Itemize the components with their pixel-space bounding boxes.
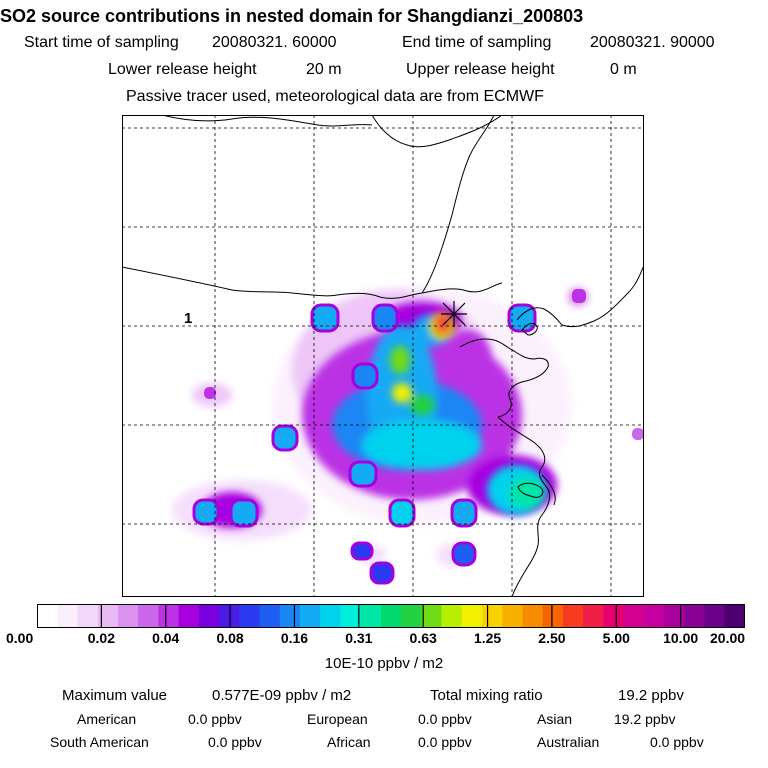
lower-release-label: Lower release height (108, 61, 257, 78)
total-mixing-label: Total mixing ratio (430, 687, 543, 704)
colorbar-tick-label: 10.00 (663, 630, 699, 646)
start-time-value: 20080321. 60000 (212, 34, 337, 51)
colorbar-tick-label: 5.00 (602, 630, 630, 646)
colorbar-swatch (380, 604, 402, 628)
region-value: 0.0 ppbv (188, 711, 242, 727)
colorbar-tick-label: 20.00 (710, 630, 746, 646)
colorbar-swatch (178, 604, 200, 628)
region-name: South American (50, 734, 149, 750)
region-value: 0.0 ppbv (208, 734, 262, 750)
region-value: 0.0 ppbv (418, 711, 472, 727)
colorbar-swatch (441, 604, 463, 628)
colorbar-tick-label: 0.02 (87, 630, 115, 646)
colorbar-tick-label: 1.25 (473, 630, 502, 646)
colorbar-swatch (117, 604, 139, 628)
colorbar-tick-label: 0.04 (152, 630, 180, 646)
colorbar-swatch (704, 604, 726, 628)
colorbar-swatch (97, 604, 119, 628)
end-time-value: 20080321. 90000 (590, 34, 715, 51)
colorbar-swatch (542, 604, 564, 628)
max-value-label: Maximum value (62, 687, 168, 704)
tracer-note: Passive tracer used, meteorological data… (126, 88, 544, 105)
colorbar-swatch (239, 604, 261, 628)
colorbar-swatch (603, 604, 625, 628)
site-label: 1 (184, 310, 192, 327)
colorbar-swatch (198, 604, 220, 628)
map-frame (122, 115, 644, 597)
colorbar-swatch (421, 604, 443, 628)
colorbar-swatch (360, 604, 382, 628)
region-value: 19.2 ppbv (614, 711, 676, 727)
coastlines (122, 115, 644, 597)
colorbar-frame (37, 604, 745, 628)
upper-release-value: 0 m (610, 61, 637, 78)
colorbar-swatch (583, 604, 604, 628)
colorbar-swatch (340, 604, 362, 628)
plume-highs (390, 313, 452, 520)
concentration-map: 1 (122, 115, 644, 597)
region-name: Australian (537, 734, 600, 750)
upper-release-label: Upper release height (406, 61, 555, 78)
colorbar-tick-label: 2.50 (538, 630, 566, 646)
colorbar-swatch (482, 604, 503, 628)
region-name: American (77, 711, 137, 727)
colorbar-swatch (219, 604, 240, 628)
isolated-cells (192, 289, 644, 585)
colorbar-swatch (320, 604, 342, 628)
plot-title: SO2 source contributions in nested domai… (0, 6, 584, 26)
colorbar-tick-label: 0.63 (409, 630, 437, 646)
colorbar-tick-label: 0.00 (6, 630, 34, 646)
region-name: Asian (537, 711, 573, 727)
region-value: 0.0 ppbv (418, 734, 472, 750)
colorbar-swatch (37, 604, 58, 628)
colorbar-swatch (279, 604, 301, 628)
end-time-label: End time of sampling (402, 34, 552, 51)
lower-release-value: 20 m (306, 61, 342, 78)
start-time-label: Start time of sampling (24, 34, 179, 51)
colorbar-swatch (299, 604, 321, 628)
region-name: African (327, 734, 371, 750)
colorbar-tick-label: 0.08 (216, 630, 244, 646)
colorbar-tick-label: 0.16 (280, 630, 309, 646)
colorbar-swatch (138, 604, 159, 628)
colorbar (37, 604, 745, 628)
max-value: 0.577E-09 ppbv / m2 (212, 687, 352, 704)
lat-lon-grid (122, 115, 644, 597)
total-mixing-value: 19.2 ppbv (618, 687, 684, 704)
colorbar-swatch (77, 604, 99, 628)
colorbar-swatch (401, 604, 422, 628)
region-value: 0.0 ppbv (650, 734, 704, 750)
colorbar-swatch (461, 604, 483, 628)
colorbar-swatch (57, 604, 79, 628)
colorbar-swatch (684, 604, 706, 628)
region-name: European (307, 711, 368, 727)
colorbar-units: 10E-10 ppbv / m2 (324, 655, 444, 672)
colorbar-swatch (664, 604, 685, 628)
colorbar-swatch (562, 604, 584, 628)
colorbar-swatch (724, 604, 745, 628)
colorbar-swatch (259, 604, 281, 628)
colorbar-swatch (502, 604, 524, 628)
colorbar-swatch (158, 604, 180, 628)
colorbar-swatch (522, 604, 544, 628)
colorbar-tick-label: 0.31 (345, 630, 373, 646)
asterisk-icon (441, 301, 467, 327)
colorbar-swatch (643, 604, 665, 628)
colorbar-swatch (623, 604, 645, 628)
